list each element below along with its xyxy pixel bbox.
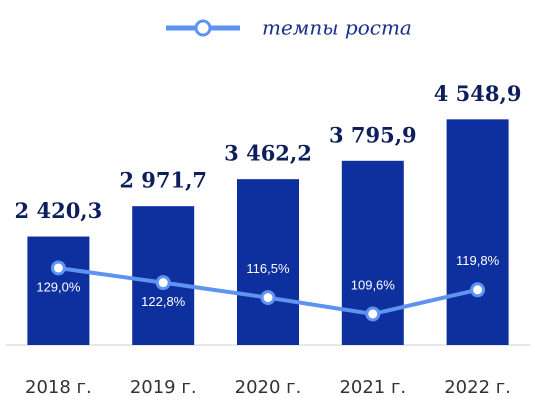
- line-point: [470, 282, 486, 298]
- line-point: [365, 306, 381, 322]
- line-value-label: 129,0%: [36, 279, 81, 294]
- line-point: [155, 275, 171, 291]
- bar-value-label: 2 420,3: [15, 198, 103, 223]
- line-value-label: 122,8%: [141, 294, 186, 309]
- line-value-label: 119,8%: [456, 253, 500, 268]
- line-value-label: 116,5%: [246, 261, 290, 276]
- line-point: [50, 260, 66, 276]
- bar-value-label: 3 462,2: [224, 141, 312, 166]
- legend-marker: [194, 19, 212, 37]
- x-tick-label: 2021 г.: [339, 377, 406, 398]
- bar: [27, 236, 90, 345]
- legend-label: темпы роста: [262, 16, 412, 40]
- bar: [237, 179, 299, 345]
- bar-value-label: 2 971,7: [119, 168, 207, 193]
- x-tick-label: 2018 г.: [25, 377, 92, 398]
- line-point: [260, 290, 276, 306]
- x-tick-label: 2019 г.: [130, 377, 197, 398]
- x-tick-label: 2022 г.: [444, 377, 511, 398]
- line-value-label: 109,6%: [351, 277, 396, 292]
- bar-value-label: 3 795,9: [329, 122, 417, 147]
- x-tick-label: 2020 г.: [235, 377, 302, 398]
- bar-value-label: 4 548,9: [434, 81, 522, 106]
- bar: [446, 119, 509, 346]
